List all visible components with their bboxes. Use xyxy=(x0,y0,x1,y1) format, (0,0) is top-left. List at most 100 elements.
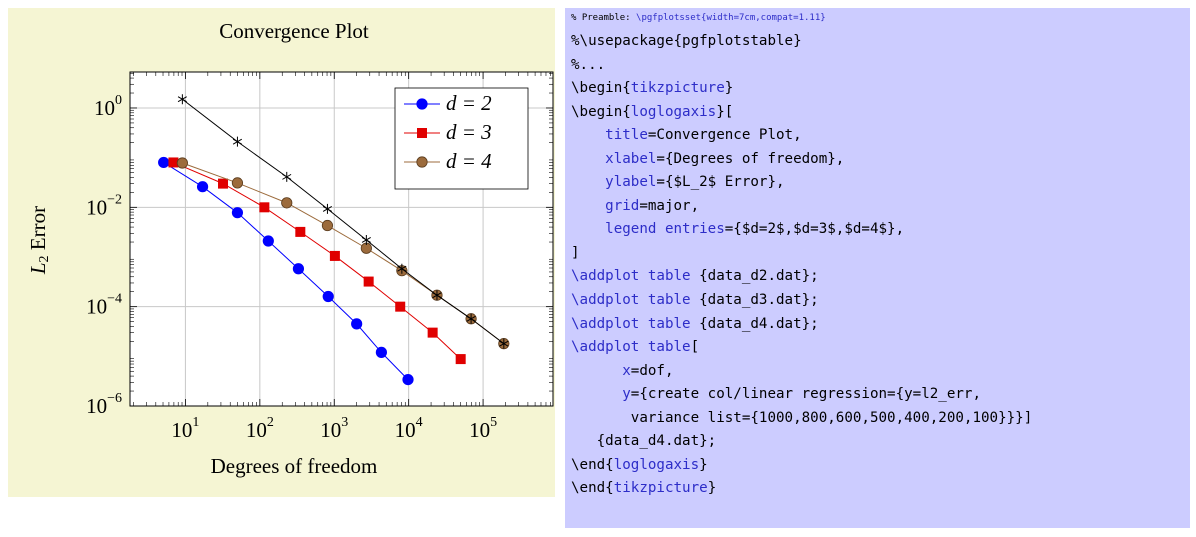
marker xyxy=(322,203,333,214)
y-label-sub: 2 xyxy=(37,255,52,262)
code-keyword: xlabel xyxy=(605,150,657,167)
code-line: xlabel={Degrees of freedom}, xyxy=(571,148,1190,172)
x-tick-label: 101 xyxy=(171,415,199,442)
marker xyxy=(292,263,305,275)
tick-base: 10 xyxy=(320,418,341,442)
code-text: {data_d4.dat}; xyxy=(571,433,717,450)
marker xyxy=(351,318,363,330)
code-line: ylabel={$L_2$ Error}, xyxy=(571,171,1190,195)
code-text: \end{ xyxy=(571,456,614,473)
code-keyword: y xyxy=(622,386,631,403)
tick-base: 10 xyxy=(246,418,267,442)
marker xyxy=(455,354,466,365)
marker xyxy=(218,178,229,189)
code-line: grid=major, xyxy=(571,195,1190,219)
code-line: {data_d4.dat}; xyxy=(571,430,1190,454)
code-line: % Preamble: \pgfplotsset{width=7cm,compa… xyxy=(571,10,1190,26)
marker xyxy=(231,207,244,219)
chart-title: Convergence Plot xyxy=(219,19,369,43)
marker xyxy=(427,327,438,338)
tick-exponent: −6 xyxy=(107,391,122,406)
code-text: %\usepackage{pgfplotstable} xyxy=(571,33,802,49)
tick-base: 10 xyxy=(86,394,107,418)
code-text: ={$d=2$,$d=3$,$d=4$}, xyxy=(724,221,905,238)
code-line: ] xyxy=(571,242,1190,266)
marker xyxy=(158,156,170,169)
marker xyxy=(281,197,293,209)
code-line: \addplot table {data_d3.dat}; xyxy=(571,289,1190,313)
marker xyxy=(196,181,209,193)
x-tick-label: 103 xyxy=(320,415,348,442)
marker xyxy=(176,157,188,169)
code-text: variance list={1000,800,600,500,400,200,… xyxy=(571,409,1033,426)
code-keyword: ylabel xyxy=(605,174,657,191)
code-text xyxy=(571,151,605,167)
code-line: variance list={1000,800,600,500,400,200,… xyxy=(571,407,1190,431)
code-keyword: \addplot table xyxy=(571,315,691,332)
code-keyword: title xyxy=(605,127,648,144)
code-line: \end{loglogaxis} xyxy=(571,454,1190,478)
tick-base: 10 xyxy=(395,418,416,442)
y-tick-label: 10−6 xyxy=(86,391,122,418)
code-line: \addplot table[ xyxy=(571,336,1190,360)
code-text: {data_d3.dat}; xyxy=(690,292,819,309)
code-text: } xyxy=(699,456,708,473)
code-line: \addplot table {data_d2.dat}; xyxy=(571,265,1190,289)
marker xyxy=(397,263,407,274)
code-line: y={create col/linear regression={y=l2_er… xyxy=(571,383,1190,407)
marker xyxy=(231,177,244,189)
code-keyword: loglogaxis xyxy=(613,456,700,473)
marker xyxy=(416,156,428,168)
code-text: {data_d4.dat}; xyxy=(690,315,819,332)
code-text: ={$L_2$ Error}, xyxy=(656,174,785,191)
legend-label: d = 3 xyxy=(446,120,492,144)
code-line: %\usepackage{pgfplotstable} xyxy=(571,30,1190,54)
code-text xyxy=(571,198,605,214)
code-text: \begin{ xyxy=(571,103,631,120)
tick-base: 10 xyxy=(171,418,192,442)
tick-exponent: 1 xyxy=(192,415,199,430)
marker xyxy=(177,94,187,105)
marker xyxy=(295,226,306,237)
code-text xyxy=(571,174,605,190)
y-tick-label: 10−4 xyxy=(86,292,122,319)
code-keyword: \pgfplotsset{width=7cm,compat=1.11} xyxy=(636,13,826,23)
tick-exponent: 4 xyxy=(416,415,423,430)
code-text xyxy=(571,127,605,143)
marker xyxy=(363,276,374,287)
y-tick-label: 100 xyxy=(94,93,122,120)
code-text: }[ xyxy=(716,103,734,120)
tick-exponent: 3 xyxy=(341,415,348,430)
code-text: % Preamble: xyxy=(571,13,637,23)
tick-exponent: 0 xyxy=(115,93,122,108)
marker xyxy=(329,250,340,261)
code-text: } xyxy=(707,480,717,497)
marker xyxy=(499,338,509,349)
marker xyxy=(282,171,292,182)
code-text: =Convergence Plot, xyxy=(647,127,802,144)
code-text xyxy=(571,221,605,237)
code-text: \end{ xyxy=(571,480,614,497)
tick-exponent: −4 xyxy=(107,292,122,307)
plot-frame xyxy=(129,71,554,407)
marker xyxy=(416,98,428,110)
code-text: \begin{ xyxy=(571,80,631,97)
marker xyxy=(321,219,334,232)
x-tick-label: 104 xyxy=(395,415,423,442)
marker xyxy=(322,290,334,303)
tick-base: 10 xyxy=(94,96,115,120)
tick-base: 10 xyxy=(86,195,107,219)
x-tick-label: 105 xyxy=(469,415,497,442)
code-line: legend entries={$d=2$,$d=3$,$d=4$}, xyxy=(571,218,1190,242)
tick-exponent: 5 xyxy=(490,415,497,430)
code-keyword: \addplot table xyxy=(571,339,691,356)
x-tick-label: 102 xyxy=(246,415,274,442)
marker xyxy=(232,136,243,147)
code-keyword: legend entries xyxy=(605,221,725,238)
code-line: title=Convergence Plot, xyxy=(571,124,1190,148)
marker xyxy=(432,290,442,301)
code-line: %... xyxy=(571,54,1190,78)
code-text: {data_d2.dat}; xyxy=(690,268,819,285)
marker xyxy=(417,128,427,138)
